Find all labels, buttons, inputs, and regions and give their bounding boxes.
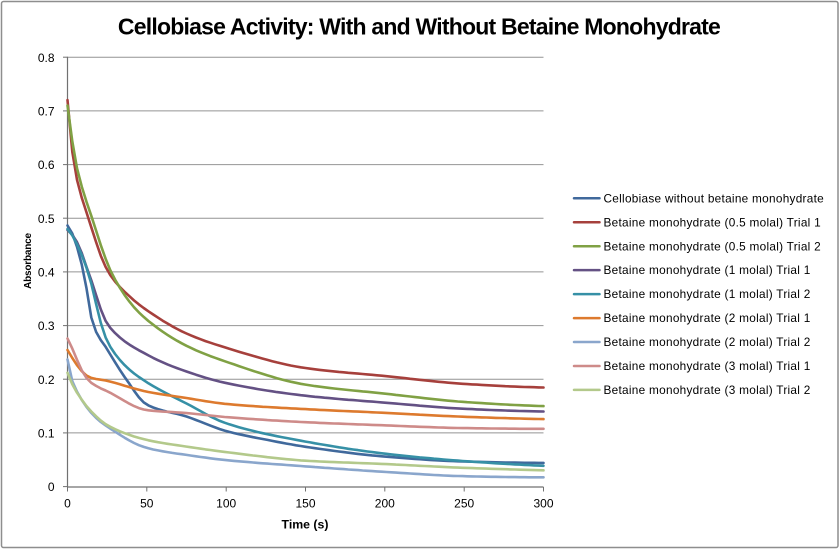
svg-text:100: 100 [216, 497, 236, 511]
svg-text:Cellobiase without betaine mon: Cellobiase without betaine monohydrate [604, 191, 825, 205]
svg-text:Betaine monohydrate (3 molal): Betaine monohydrate (3 molal) Trial 2 [604, 383, 811, 397]
svg-text:Cellobiase Activity: With and: Cellobiase Activity: With and Without Be… [118, 14, 720, 40]
svg-text:0.6: 0.6 [38, 158, 55, 172]
svg-text:Betaine monohydrate (0.5 molal: Betaine monohydrate (0.5 molal) Trial 2 [604, 239, 821, 253]
svg-text:0.1: 0.1 [38, 427, 55, 441]
svg-text:0: 0 [64, 497, 71, 511]
svg-text:Betaine monohydrate (3 molal): Betaine monohydrate (3 molal) Trial 1 [604, 359, 811, 373]
svg-text:Betaine monohydrate (1 molal): Betaine monohydrate (1 molal) Trial 2 [604, 287, 811, 301]
svg-text:Absorbance: Absorbance [23, 232, 34, 288]
svg-text:Betaine monohydrate (1 molal): Betaine monohydrate (1 molal) Trial 1 [604, 263, 811, 277]
svg-text:300: 300 [533, 497, 553, 511]
svg-text:0: 0 [48, 480, 55, 494]
svg-text:0.4: 0.4 [38, 266, 55, 280]
svg-text:0.2: 0.2 [38, 373, 55, 387]
svg-text:200: 200 [375, 497, 395, 511]
svg-text:Betaine monohydrate (0.5 molal: Betaine monohydrate (0.5 molal) Trial 1 [604, 215, 821, 229]
svg-text:150: 150 [295, 497, 315, 511]
svg-text:0.8: 0.8 [38, 51, 55, 65]
svg-text:0.5: 0.5 [38, 212, 55, 226]
svg-text:Betaine monohydrate (2 molal): Betaine monohydrate (2 molal) Trial 1 [604, 311, 811, 325]
svg-text:250: 250 [454, 497, 474, 511]
svg-text:50: 50 [140, 497, 154, 511]
svg-text:0.7: 0.7 [38, 105, 55, 119]
svg-text:Betaine monohydrate (2 molal): Betaine monohydrate (2 molal) Trial 2 [604, 335, 811, 349]
svg-text:0.3: 0.3 [38, 319, 55, 333]
svg-text:Time (s): Time (s) [282, 518, 329, 532]
